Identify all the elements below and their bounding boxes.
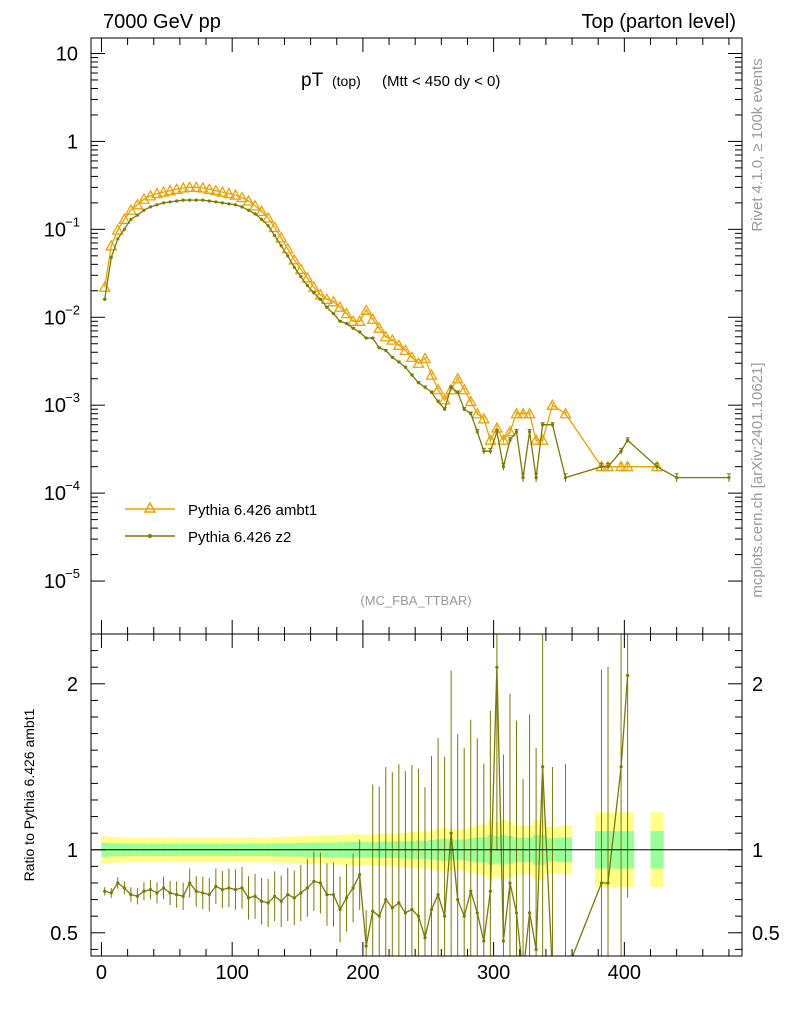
- legend-dot-icon: [148, 534, 152, 538]
- x-tick-label: 100: [215, 962, 248, 984]
- point-ambt1: [124, 203, 137, 215]
- x-tick-label: 200: [346, 962, 379, 984]
- main-title-pt: pT: [301, 70, 324, 91]
- point-ambt1: [559, 407, 572, 419]
- analysis-tag: (MC_FBA_TTBAR): [360, 593, 471, 608]
- point-ambt1: [484, 433, 497, 445]
- point-ambt1: [340, 307, 353, 319]
- point-ambt1: [451, 372, 464, 384]
- point-ambt1: [360, 303, 373, 315]
- y-tick-exponent: −3: [65, 390, 80, 405]
- y-tick-label: 10: [44, 219, 66, 241]
- point-ambt1: [373, 321, 386, 333]
- y-tick-label: 10: [44, 483, 66, 505]
- point-ambt1: [471, 407, 484, 419]
- ratio-y-tick-label: 2: [67, 674, 78, 696]
- main-title-sub: (top): [332, 73, 361, 89]
- point-z2: [103, 297, 107, 301]
- legend-label-z2: Pythia 6.426 z2: [188, 529, 291, 546]
- point-ambt1: [431, 383, 445, 395]
- point-ambt1: [275, 231, 288, 243]
- point-ambt1: [503, 425, 517, 437]
- point-ambt1: [301, 271, 314, 283]
- ratio-frame: [90, 633, 743, 957]
- y-tick-label: 10: [44, 571, 66, 593]
- point-ambt1: [418, 352, 432, 364]
- point-ambt1: [118, 212, 131, 224]
- main-series: [98, 181, 731, 483]
- point-ambt1: [405, 351, 419, 363]
- series-line-ambt1: [104, 186, 657, 468]
- ratio-series: [91, 634, 742, 956]
- point-ambt1: [379, 330, 392, 342]
- x-tick-label: 300: [477, 962, 510, 984]
- ratio-y-tick-label-right: 0.5: [752, 923, 780, 945]
- header-left: 7000 GeV pp: [103, 11, 221, 33]
- point-ambt1: [464, 395, 477, 407]
- y-tick-exponent: −2: [65, 302, 80, 317]
- point-ambt1: [248, 199, 262, 211]
- point-ambt1: [497, 433, 510, 445]
- point-ambt1: [333, 300, 347, 312]
- ratio-point: [626, 673, 630, 678]
- y-tick-exponent: −1: [65, 214, 80, 229]
- legend-triangle-icon: [143, 501, 157, 513]
- x-tick-label: 0: [96, 962, 107, 984]
- point-ambt1: [262, 211, 275, 223]
- y-tick-exponent: −4: [65, 478, 80, 493]
- point-ambt1: [255, 205, 268, 217]
- point-ambt1: [546, 398, 559, 410]
- y-tick-exponent: −5: [65, 566, 80, 581]
- header-right: Top (parton level): [581, 11, 736, 33]
- point-ambt1: [320, 292, 334, 304]
- legend: Pythia 6.426 ambt1 Pythia 6.426 z2: [125, 501, 317, 546]
- point-ambt1: [131, 198, 144, 210]
- main-title: pT (top) (Mtt < 450 dy < 0): [301, 70, 500, 91]
- ratio-y-tick-label: 0.5: [50, 923, 78, 945]
- series-line-z2: [104, 199, 729, 479]
- ratio-y-label: Ratio to Pythia 6.426 ambt1: [21, 708, 37, 881]
- point-ambt1: [268, 221, 281, 233]
- point-ambt1: [399, 344, 412, 356]
- point-ambt1: [111, 223, 124, 235]
- point-ambt1: [366, 312, 379, 324]
- mcplots-label: mcplots.cern.ch [arXiv:2401.10621]: [749, 362, 766, 597]
- x-tick-label: 400: [608, 962, 641, 984]
- y-tick-label: 10: [44, 395, 66, 417]
- ratio-series-line: [104, 667, 629, 956]
- point-ambt1: [294, 263, 307, 275]
- point-ambt1: [458, 383, 471, 395]
- y-tick-label: 1: [67, 131, 78, 153]
- point-ambt1: [386, 333, 399, 345]
- point-ambt1: [281, 242, 294, 254]
- legend-label-ambt1: Pythia 6.426 ambt1: [188, 502, 317, 519]
- y-tick-label: 10: [44, 307, 66, 329]
- ratio-y-tick-label-right: 1: [752, 840, 763, 862]
- ratio-y-tick-label-right: 2: [752, 674, 763, 696]
- point-ambt1: [477, 412, 490, 424]
- rivet-label: Rivet 4.1.0, ≥ 100k events: [749, 58, 766, 231]
- point-ambt1: [242, 194, 255, 206]
- point-ambt1: [288, 253, 301, 265]
- y-tick-label: 10: [56, 43, 78, 65]
- point-ambt1: [392, 338, 405, 350]
- point-ambt1: [425, 368, 438, 380]
- ratio-y-tick-label: 1: [67, 840, 78, 862]
- main-title-cut: (Mtt < 450 dy < 0): [382, 73, 500, 90]
- point-z2: [727, 476, 731, 480]
